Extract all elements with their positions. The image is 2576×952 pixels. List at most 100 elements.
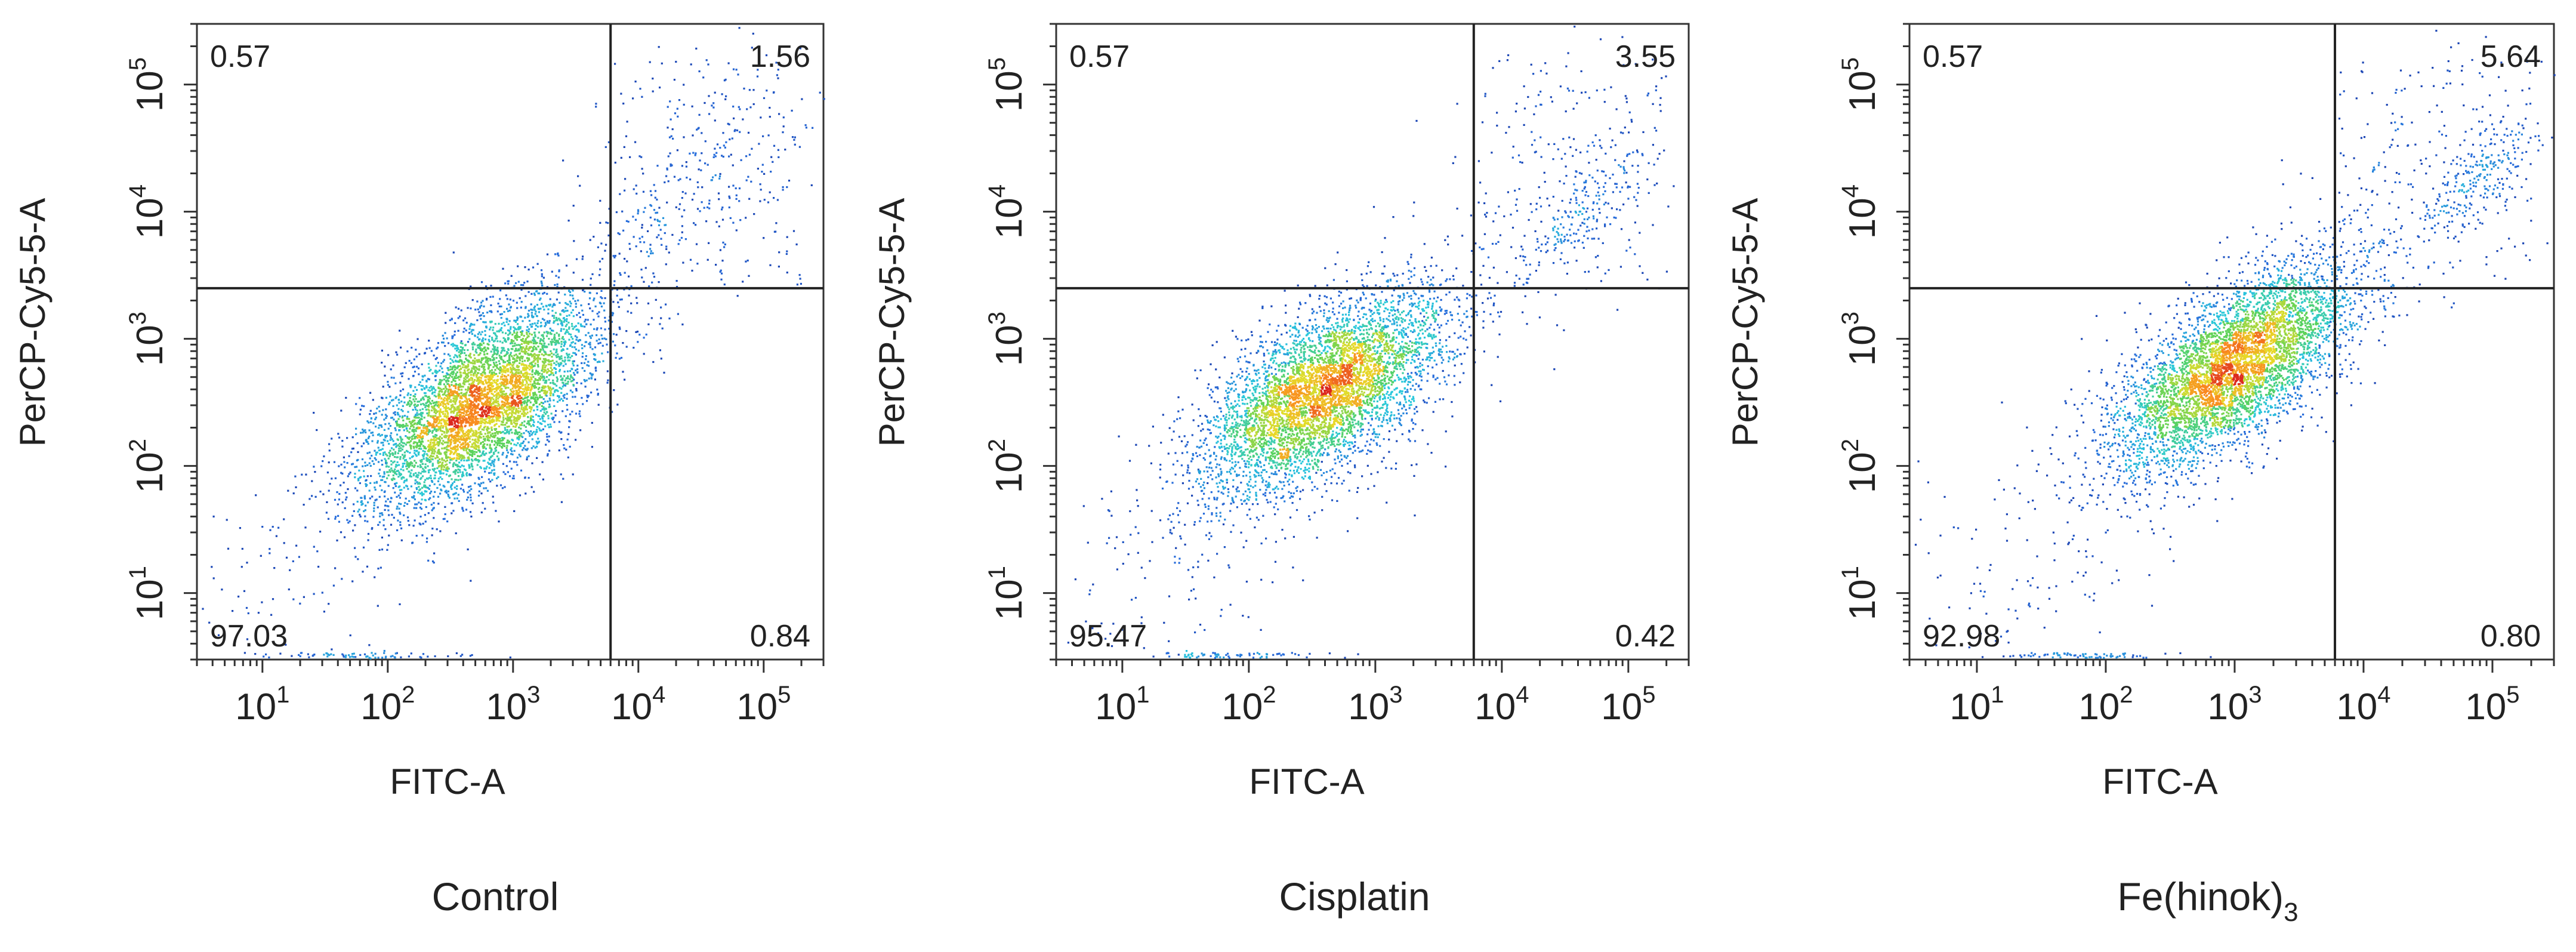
event-dot: [422, 458, 425, 460]
event-dot: [482, 394, 484, 396]
event-dot: [505, 294, 507, 297]
event-dot: [439, 458, 441, 461]
event-dot: [455, 434, 457, 436]
event-dot: [470, 377, 473, 379]
event-dot: [590, 373, 593, 375]
event-dot: [402, 415, 404, 418]
event-dot: [427, 399, 429, 401]
event-dot: [413, 365, 415, 368]
event-dot: [483, 305, 485, 307]
event-dot: [630, 302, 633, 304]
event-dot: [514, 403, 517, 405]
event-dot: [361, 458, 364, 461]
event-dot: [495, 415, 497, 418]
event-dot: [400, 444, 403, 446]
event-dot: [368, 451, 371, 454]
event-dot: [495, 420, 498, 422]
event-dot: [554, 284, 556, 286]
event-dot: [395, 446, 397, 448]
event-dot: [476, 432, 478, 435]
event-dot: [504, 432, 507, 435]
event-dot: [411, 402, 413, 404]
event-dot: [462, 448, 464, 450]
event-dot: [363, 405, 365, 408]
event-dot: [446, 423, 448, 425]
event-dot: [381, 448, 384, 450]
event-dot: [409, 440, 412, 442]
event-dot: [515, 444, 517, 446]
event-dot: [485, 349, 488, 352]
event-dot: [564, 356, 566, 359]
event-dot: [400, 372, 402, 375]
event-dot: [439, 395, 441, 398]
event-dot: [548, 389, 551, 391]
event-dot: [448, 497, 451, 499]
event-dot: [593, 319, 595, 321]
event-dot: [458, 386, 461, 388]
event-dot: [525, 347, 527, 349]
event-dot: [497, 303, 499, 305]
event-dot: [414, 498, 416, 501]
event-dot: [513, 475, 515, 477]
event-dot: [548, 369, 550, 372]
event-dot: [360, 432, 362, 434]
event-dot: [482, 411, 485, 413]
event-dot: [495, 357, 498, 359]
event-dot: [512, 363, 514, 366]
event-dot: [375, 417, 377, 419]
event-dot: [553, 374, 555, 377]
event-dot: [428, 456, 431, 458]
event-dot: [457, 317, 459, 319]
event-dot: [467, 438, 469, 440]
event-dot: [455, 449, 458, 451]
event-dot: [488, 451, 490, 454]
event-dot: [585, 379, 588, 381]
event-dot: [403, 401, 406, 403]
event-dot: [477, 461, 480, 463]
event-dot: [375, 498, 378, 501]
event-dot: [430, 477, 432, 479]
event-dot: [517, 405, 519, 407]
event-dot: [508, 355, 511, 357]
event-dot: [462, 455, 465, 458]
event-dot: [596, 361, 599, 363]
event-dot: [582, 289, 584, 291]
event-dot: [554, 414, 557, 417]
event-dot: [500, 327, 503, 329]
event-dot: [476, 300, 479, 303]
event-dot: [476, 440, 478, 443]
event-dot: [490, 440, 493, 443]
event-dot: [480, 467, 482, 469]
event-dot: [566, 393, 568, 395]
event-dot: [443, 378, 445, 381]
event-dot: [523, 402, 526, 405]
event-dot: [501, 350, 503, 352]
event-dot: [503, 395, 505, 398]
event-dot: [516, 369, 518, 371]
event-dot: [532, 424, 534, 426]
event-dot: [458, 411, 460, 414]
event-dot: [417, 437, 419, 439]
event-dot: [447, 419, 449, 421]
event-dot: [487, 438, 489, 440]
event-dot: [510, 393, 512, 395]
event-dot: [348, 455, 350, 457]
event-dot: [414, 419, 416, 421]
event-dot: [504, 282, 507, 285]
event-dot: [514, 422, 516, 425]
event-dot: [582, 313, 584, 316]
event-dot: [477, 414, 480, 416]
event-dot: [452, 395, 455, 397]
event-dot: [442, 334, 444, 337]
event-dot: [530, 309, 532, 311]
event-dot: [483, 411, 486, 414]
event-dot: [562, 349, 564, 351]
event-dot: [505, 447, 508, 449]
event-dot: [477, 455, 479, 457]
event-dot: [473, 380, 475, 383]
event-dot: [541, 303, 543, 305]
event-dot: [496, 437, 499, 439]
event-dot: [370, 417, 372, 420]
event-dot: [541, 273, 543, 275]
event-dot: [521, 392, 524, 394]
